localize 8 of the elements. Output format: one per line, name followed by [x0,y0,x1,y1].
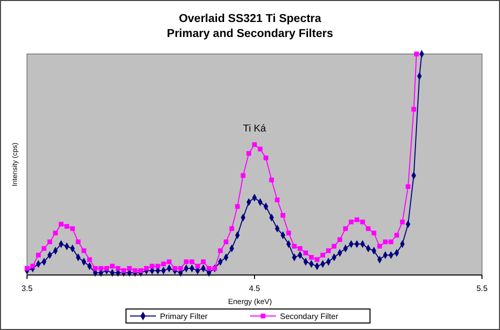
chart-title: Overlaid SS321 Ti Spectra [178,13,322,25]
chart-subtitle: Primary and Secondary Filters [166,28,334,40]
annotation: Ti Ká [243,123,266,134]
x-tick-label: 4.5 [248,284,261,293]
legend-label: Primary Filter [160,312,208,321]
x-tick-label: 5.5 [476,284,488,293]
legend-label: Secondary Filter [280,312,339,321]
x-tick-label: 3.5 [21,284,34,293]
